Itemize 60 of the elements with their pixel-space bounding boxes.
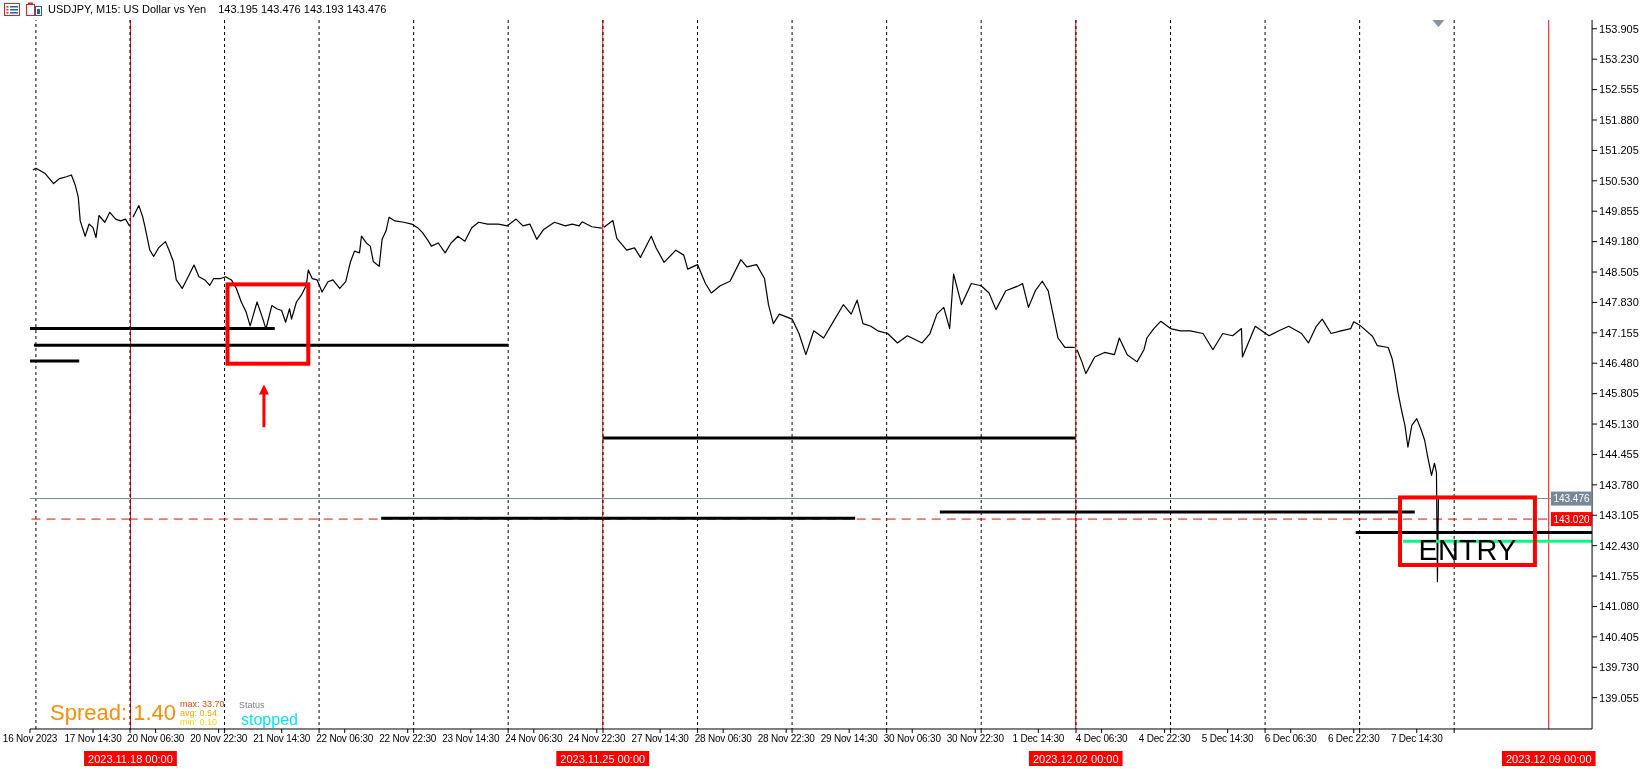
x-tick-label: 30 Nov 22:30 (946, 733, 1005, 745)
y-tick-label: 140.405 (1598, 630, 1639, 643)
y-tick-label: 146.480 (1598, 357, 1639, 370)
y-tick-label: 143.105 (1598, 509, 1639, 522)
x-tick-label: 24 Nov 06:30 (505, 733, 564, 745)
x-tick-label: 1 Dec 14:30 (1012, 733, 1065, 745)
y-tick-label: 139.730 (1598, 661, 1639, 674)
y-tick-label: 150.530 (1598, 174, 1639, 187)
x-tick-label: 22 Nov 22:30 (379, 733, 438, 745)
x-tick-label: 24 Nov 22:30 (568, 733, 627, 745)
x-tick-label: 23 Nov 14:30 (442, 733, 501, 745)
text: USDJPY, M15: US Dollar vs Yen (48, 3, 207, 15)
y-tick-label: 153.230 (1598, 53, 1639, 66)
ref-line-label: 143.476 (1553, 493, 1590, 505)
x-tick-label: 28 Nov 06:30 (694, 733, 753, 745)
annotation: min: 0.10 (180, 717, 218, 727)
x-tick-label: 6 Dec 22:30 (1327, 733, 1381, 745)
x-tick-label: 16 Nov 2023 (2, 733, 58, 745)
y-tick-label: 151.880 (1598, 113, 1639, 126)
y-tick-label: 149.180 (1598, 235, 1639, 248)
x-tick-label: 7 Dec 14:30 (1390, 733, 1444, 745)
ref-line-label: 2023.11.18 00:00 (88, 752, 173, 765)
x-tick-label: 28 Nov 22:30 (757, 733, 816, 745)
x-tick-label: 5 Dec 14:30 (1201, 733, 1255, 745)
y-tick-label: 145.805 (1598, 387, 1639, 400)
x-tick-label: 29 Nov 14:30 (820, 733, 879, 745)
x-tick-label: 17 Nov 14:30 (64, 733, 123, 745)
x-tick-label: 20 Nov 22:30 (190, 733, 249, 745)
y-tick-label: 144.455 (1598, 448, 1639, 461)
annotation: stopped (241, 711, 298, 728)
y-tick-label: 153.905 (1598, 22, 1639, 35)
x-tick-label: 22 Nov 06:30 (316, 733, 375, 745)
x-tick-label: 27 Nov 14:30 (631, 733, 690, 745)
y-tick-label: 149.855 (1598, 205, 1639, 218)
ref-line-label: 2023.12.02 00:00 (1033, 752, 1119, 765)
y-tick-label: 151.205 (1598, 144, 1639, 157)
x-tick-label: 21 Nov 14:30 (253, 733, 312, 745)
text: 143.195 143.476 143.193 143.476 (218, 3, 387, 15)
y-tick-label: 147.830 (1598, 296, 1639, 309)
y-tick-label: 139.055 (1598, 691, 1639, 704)
annotation: avg: 0.54 (180, 708, 218, 718)
y-tick-label: 152.555 (1598, 83, 1639, 96)
annotation: Spread: 1.40 (50, 700, 176, 725)
y-tick-label: 148.505 (1598, 265, 1639, 278)
ref-line-label: 2023.11.25 00:00 (560, 752, 646, 765)
y-tick-label: 141.755 (1598, 569, 1639, 582)
x-tick-label: 30 Nov 06:30 (883, 733, 942, 745)
y-tick-label: 142.430 (1598, 539, 1639, 552)
y-tick-label: 141.080 (1598, 600, 1639, 613)
x-tick-label: 4 Dec 22:30 (1138, 733, 1192, 745)
annotation: Status (239, 700, 266, 710)
x-tick-label: 4 Dec 06:30 (1075, 733, 1128, 745)
x-tick-label: 20 Nov 06:30 (127, 733, 186, 745)
ref-line-label: 143.020 (1553, 513, 1590, 525)
ref-line-label: 2023.12.09 00:00 (1505, 752, 1592, 765)
x-tick-label: 6 Dec 06:30 (1264, 733, 1318, 745)
annotation: max: 33.70 (180, 699, 225, 709)
y-tick-label: 143.780 (1598, 478, 1639, 491)
y-tick-label: 147.155 (1598, 326, 1639, 339)
y-tick-label: 145.130 (1598, 417, 1639, 430)
